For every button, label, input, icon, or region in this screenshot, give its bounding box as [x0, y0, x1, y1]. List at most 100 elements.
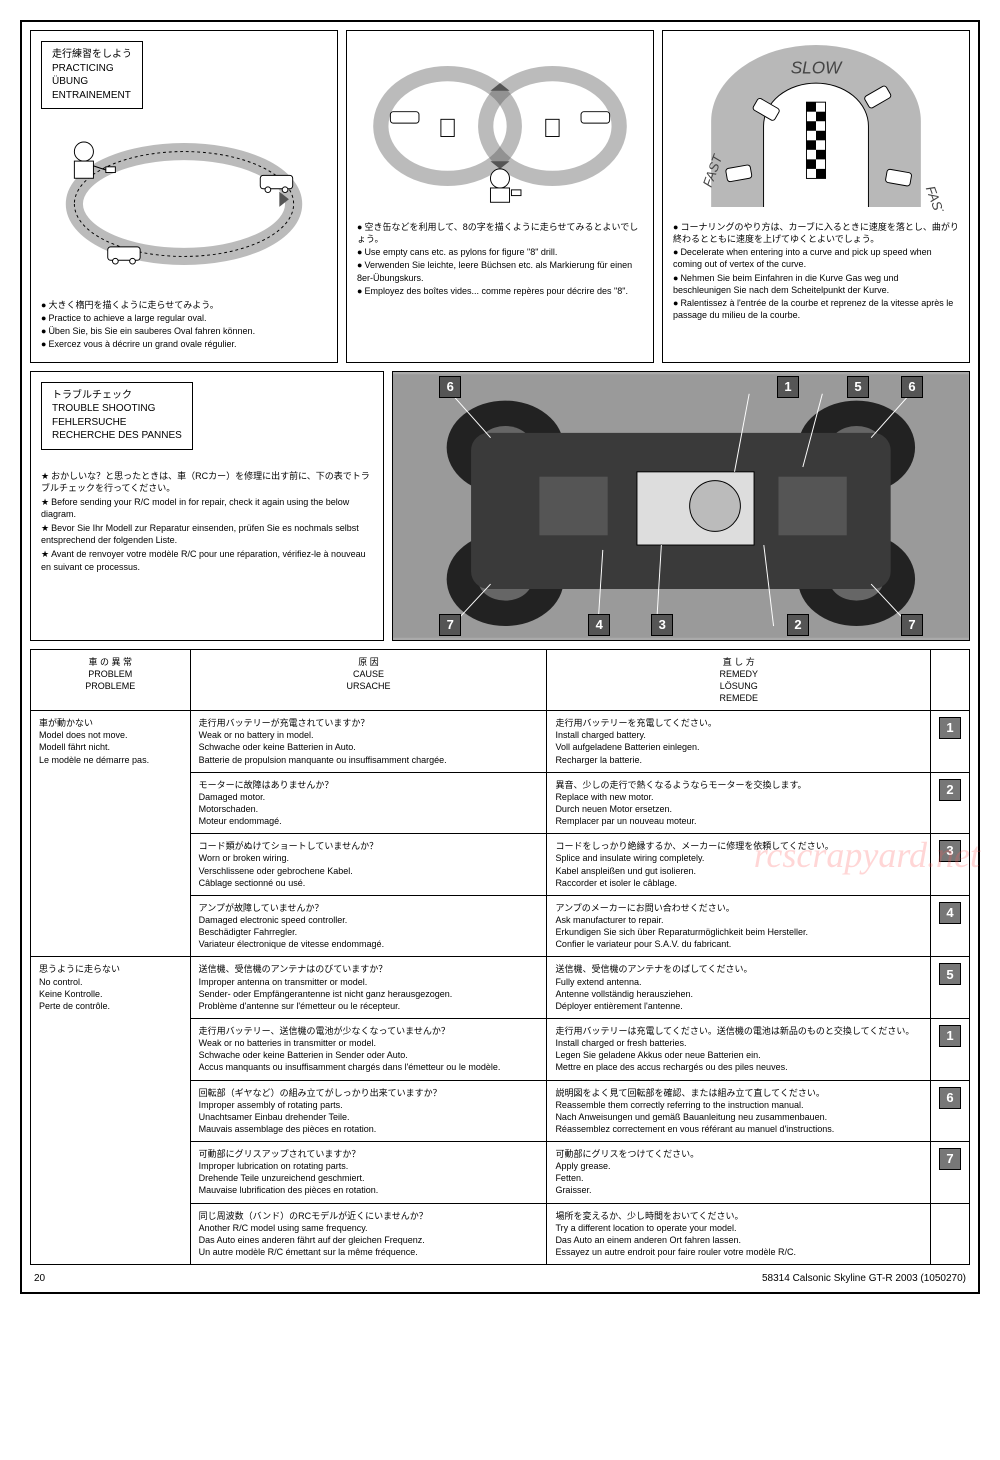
th-cause: 原 因 CAUSE URSACHE: [190, 649, 547, 711]
header-en: PRACTICING: [52, 62, 132, 76]
problem-cell: 思うように走らないNo control.Keine Kontrolle.Pert…: [31, 957, 191, 1265]
p1-fr: Exercez vous à décrire un grand ovale ré…: [41, 338, 327, 350]
practicing-panel-3: SLOW FAST FAST コーナリングのやり方は、カーブに入るときに速度を落…: [662, 30, 970, 363]
cornering-illustration: SLOW FAST FAST: [673, 41, 959, 211]
panel3-captions: コーナリングのやり方は、カーブに入るときに速度を落とし、曲がり終わるとともに速度…: [673, 221, 959, 321]
th-num: [931, 649, 970, 711]
practicing-row: 走行練習をしよう PRACTICING ÜBUNG ENTRAINEMENT 大…: [30, 30, 970, 363]
cause-cell: 走行用バッテリーが充電されていますか？Weak or no battery in…: [190, 711, 547, 773]
p2-fr: Employez des boîtes vides... comme repèr…: [357, 285, 643, 297]
troubleshoot-textbox: トラブルチェック TROUBLE SHOOTING FEHLERSUCHE RE…: [30, 371, 384, 641]
num-cell: 2: [931, 772, 970, 834]
practicing-panel-1: 走行練習をしよう PRACTICING ÜBUNG ENTRAINEMENT 大…: [30, 30, 338, 363]
p3-fr: Ralentissez à l'entrée de la courbe et r…: [673, 297, 959, 321]
num-cell: 1: [931, 1018, 970, 1080]
practicing-header: 走行練習をしよう PRACTICING ÜBUNG ENTRAINEMENT: [41, 41, 143, 109]
cause-cell: コード類がぬけてショートしていませんか？Worn or broken wirin…: [190, 834, 547, 896]
remedy-cell: アンプのメーカーにお問い合わせください。Ask manufacturer to …: [547, 895, 931, 957]
ts-header-fr: RECHERCHE DES PANNES: [52, 429, 182, 443]
cause-cell: 走行用バッテリー、送信機の電池が少なくなっていませんか？Weak or no b…: [190, 1018, 547, 1080]
ts-intro: おかしいな？と思ったときは、車（RCカー）を修理に出す前に、下の表でトラブルチェ…: [41, 470, 373, 573]
th-remedy: 直 し 方 REMEDY LÖSUNG REMEDE: [547, 649, 931, 711]
p2-jp: 空き缶などを利用して、8の字を描くように走らせてみるとよいでしょう。: [357, 221, 643, 245]
cause-cell: 送信機、受信機のアンテナはのびていますか？Improper antenna on…: [190, 957, 547, 1019]
remedy-cell: コードをしっかり絶縁するか、メーカーに修理を依頼してください。Splice an…: [547, 834, 931, 896]
callout-6b: 6: [901, 376, 923, 398]
ts-header-jp: トラブルチェック: [52, 389, 182, 403]
num-cell: 7: [931, 1142, 970, 1204]
callout-7a: 7: [439, 614, 461, 636]
page-number: 20: [34, 1273, 45, 1284]
cause-cell: アンプが故障していませんか？Damaged electronic speed c…: [190, 895, 547, 957]
header-fr: ENTRAINEMENT: [52, 89, 132, 103]
ts-intro-de: Bevor Sie Ihr Modell zur Reparatur einse…: [41, 522, 373, 546]
num-cell: 5: [931, 957, 970, 1019]
p1-en: Practice to achieve a large regular oval…: [41, 312, 327, 324]
callout-6a: 6: [439, 376, 461, 398]
num-cell: 6: [931, 1080, 970, 1142]
callout-7b: 7: [901, 614, 923, 636]
table-row: 思うように走らないNo control.Keine Kontrolle.Pert…: [31, 957, 970, 1019]
th-remedy-de: LÖSUNG: [555, 680, 922, 692]
remedy-cell: 説明図をよく見て回転部を確認、または組み立て直してください。Reassemble…: [547, 1080, 931, 1142]
p2-en: Use empty cans etc. as pylons for figure…: [357, 246, 643, 258]
num-cell: [931, 1203, 970, 1265]
troubleshoot-row: トラブルチェック TROUBLE SHOOTING FEHLERSUCHE RE…: [30, 371, 970, 641]
cause-cell: 回転部（ギヤなど）の組み立てがしっかり出来ていますか？Improper asse…: [190, 1080, 547, 1142]
th-remedy-en: REMEDY: [555, 668, 922, 680]
th-remedy-fr: REMEDE: [555, 692, 922, 704]
th-problem-fr: PROBLEME: [39, 680, 182, 692]
callout-1: 1: [777, 376, 799, 398]
remedy-cell: 送信機、受信機のアンテナをのばしてください。Fully extend anten…: [547, 957, 931, 1019]
header-de: ÜBUNG: [52, 75, 132, 89]
p3-jp: コーナリングのやり方は、カーブに入るときに速度を落とし、曲がり終わるとともに速度…: [673, 221, 959, 245]
page-title: 58314 Calsonic Skyline GT-R 2003 (105027…: [762, 1273, 966, 1284]
table-body: 車が動かないModel does not move.Modell fährt n…: [31, 711, 970, 1265]
th-cause-de: URSACHE: [199, 680, 539, 692]
cause-cell: 可動部にグリスアップされていますか？Improper lubrication o…: [190, 1142, 547, 1204]
table-row: 車が動かないModel does not move.Modell fährt n…: [31, 711, 970, 773]
callout-2: 2: [787, 614, 809, 636]
cause-cell: 同じ周波数（バンド）のRCモデルが近くにいませんか？Another R/C mo…: [190, 1203, 547, 1265]
panel2-captions: 空き缶などを利用して、8の字を描くように走らせてみるとよいでしょう。 Use e…: [357, 221, 643, 297]
th-problem-jp: 車 の 異 常: [39, 656, 182, 668]
callout-4: 4: [588, 614, 610, 636]
ts-header-de: FEHLERSUCHE: [52, 416, 182, 430]
remedy-cell: 走行用バッテリーを充電してください。Install charged batter…: [547, 711, 931, 773]
oval-illustration: [41, 119, 327, 289]
practicing-panel-2: 空き缶などを利用して、8の字を描くように走らせてみるとよいでしょう。 Use e…: [346, 30, 654, 363]
callout-5: 5: [847, 376, 869, 398]
p2-de: Verwenden Sie leichte, leere Büchsen etc…: [357, 259, 643, 283]
fast-right-label: FAST: [923, 184, 949, 211]
ts-intro-en: Before sending your R/C model in for rep…: [41, 496, 373, 520]
ts-intro-jp: おかしいな？と思ったときは、車（RCカー）を修理に出す前に、下の表でトラブルチェ…: [41, 470, 373, 494]
remedy-cell: 走行用バッテリーは充電してください。送信機の電池は新品のものと交換してください。…: [547, 1018, 931, 1080]
page-footer: 20 58314 Calsonic Skyline GT-R 2003 (105…: [30, 1273, 970, 1284]
callout-3: 3: [651, 614, 673, 636]
page-border: 走行練習をしよう PRACTICING ÜBUNG ENTRAINEMENT 大…: [20, 20, 980, 1294]
ts-header-en: TROUBLE SHOOTING: [52, 402, 182, 416]
header-jp: 走行練習をしよう: [52, 48, 132, 62]
remedy-cell: 異音、少しの走行で熱くなるようならモーターを交換します。Replace with…: [547, 772, 931, 834]
num-cell: 4: [931, 895, 970, 957]
cause-cell: モーターに故障はありませんか？Damaged motor.Motorschade…: [190, 772, 547, 834]
th-problem-en: PROBLEM: [39, 668, 182, 680]
th-cause-jp: 原 因: [199, 656, 539, 668]
panel1-captions: 大きく楕円を描くように走らせてみよう。 Practice to achieve …: [41, 299, 327, 351]
th-cause-en: CAUSE: [199, 668, 539, 680]
num-cell: 3: [931, 834, 970, 896]
remedy-cell: 場所を変えるか、少し時間をおいてください。Try a different loc…: [547, 1203, 931, 1265]
remedy-cell: 可動部にグリスをつけてください。Apply grease.Fetten.Grai…: [547, 1142, 931, 1204]
th-remedy-jp: 直 し 方: [555, 656, 922, 668]
num-cell: 1: [931, 711, 970, 773]
p1-jp: 大きく楕円を描くように走らせてみよう。: [41, 299, 327, 311]
p1-de: Üben Sie, bis Sie ein sauberes Oval fahr…: [41, 325, 327, 337]
problem-cell: 車が動かないModel does not move.Modell fährt n…: [31, 711, 191, 957]
ts-intro-fr: Avant de renvoyer votre modèle R/C pour …: [41, 548, 373, 572]
chassis-photo: 6 1 5 6 7 4 3 2 7: [392, 371, 970, 641]
table-header-row: 車 の 異 常 PROBLEM PROBLEME 原 因 CAUSE URSAC…: [31, 649, 970, 711]
slow-label: SLOW: [791, 58, 843, 78]
p3-de: Nehmen Sie beim Einfahren in die Kurve G…: [673, 272, 959, 296]
ts-header: トラブルチェック TROUBLE SHOOTING FEHLERSUCHE RE…: [41, 382, 193, 450]
p3-en: Decelerate when entering into a curve an…: [673, 246, 959, 270]
